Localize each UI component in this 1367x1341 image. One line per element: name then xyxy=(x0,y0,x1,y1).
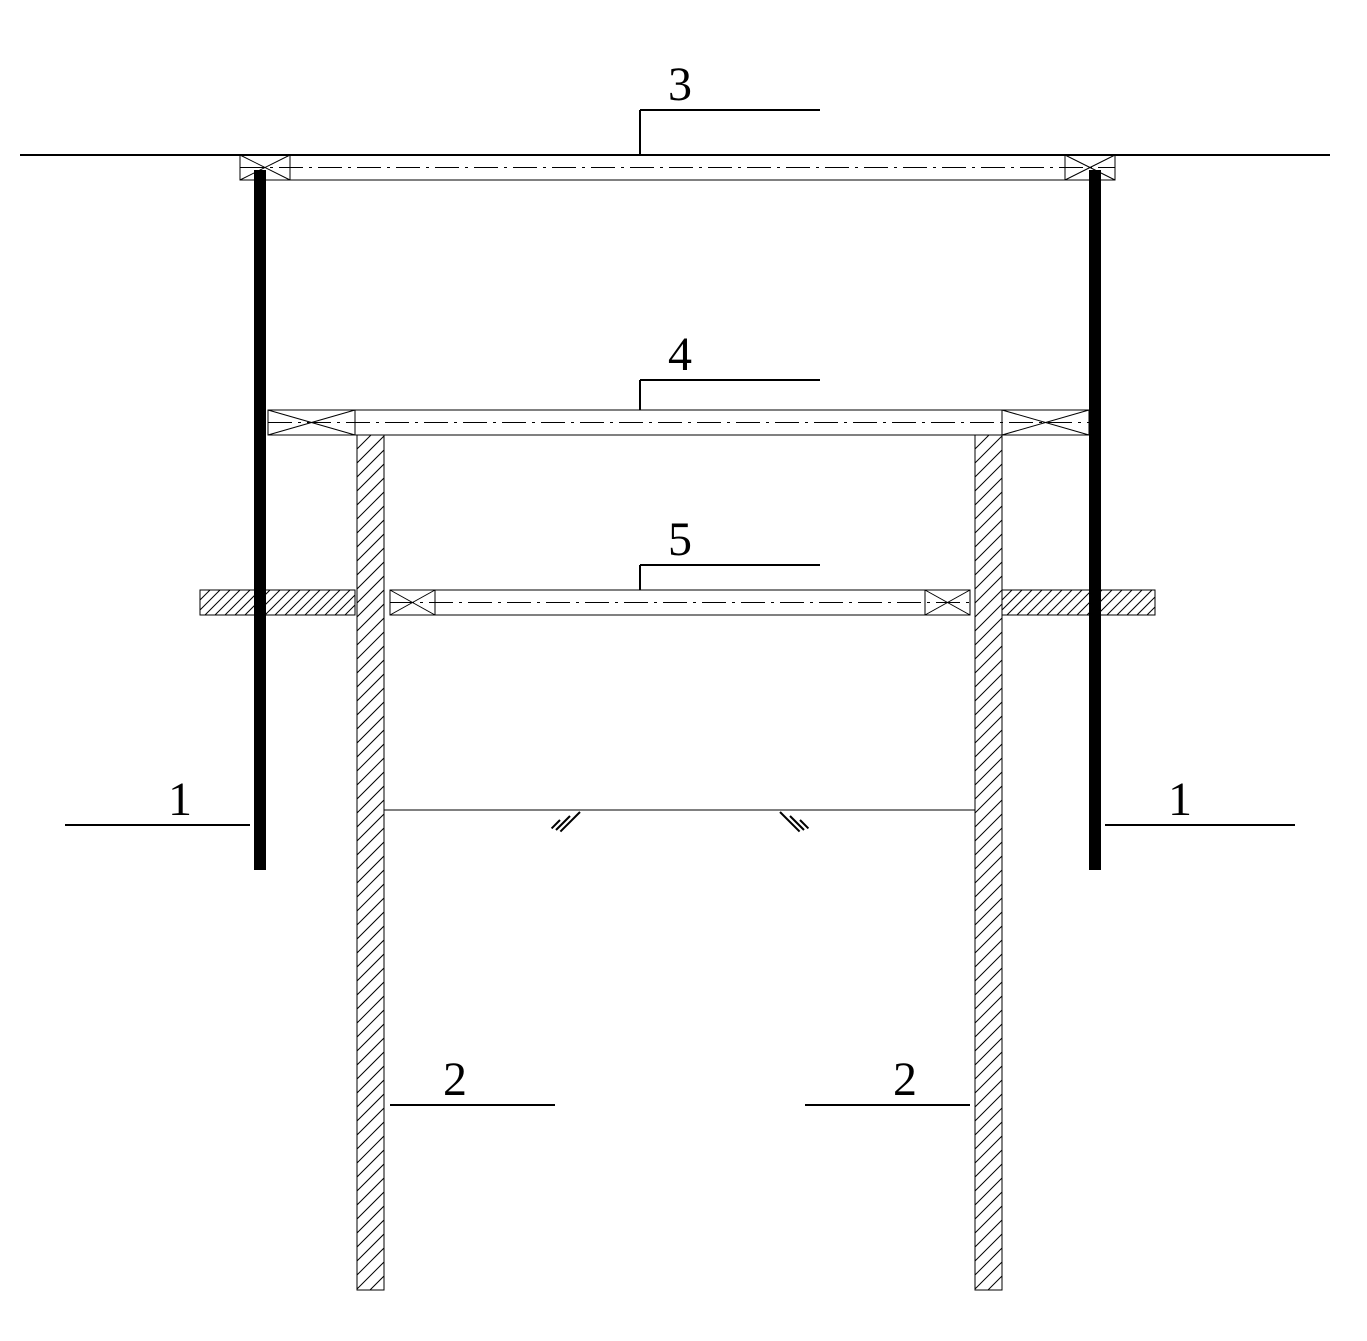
label-1_left-text: 1 xyxy=(168,773,192,826)
waler-right-hatch xyxy=(1002,590,1155,615)
strut-4 xyxy=(268,410,1089,435)
label-1_left: 1 xyxy=(65,773,250,826)
label-3: 3 xyxy=(640,58,820,155)
label-2_left-text: 2 xyxy=(443,1053,467,1106)
excavation-symbol xyxy=(552,812,580,832)
label-1_right-text: 1 xyxy=(1168,773,1192,826)
label-1_right: 1 xyxy=(1105,773,1295,826)
inner-pile-left-hatch xyxy=(357,435,384,1290)
inner-pile-right-hatch xyxy=(975,435,1002,1290)
label-4: 4 xyxy=(640,328,820,410)
label-2_left: 2 xyxy=(390,1053,555,1106)
label-4-text: 4 xyxy=(668,328,692,381)
excavation-symbol xyxy=(780,812,808,832)
inner-pile-right xyxy=(975,435,1002,1290)
waler-left-hatch xyxy=(200,590,355,615)
strut-5 xyxy=(390,590,970,615)
outer-pile-right xyxy=(1089,170,1101,870)
label-3-text: 3 xyxy=(668,58,692,111)
inner-pile-left xyxy=(357,435,384,1290)
label-2_right: 2 xyxy=(805,1053,970,1106)
outer-pile-left xyxy=(254,170,266,870)
label-5: 5 xyxy=(640,513,820,590)
label-2_right-text: 2 xyxy=(893,1053,917,1106)
label-5-text: 5 xyxy=(668,513,692,566)
strut-3 xyxy=(240,155,1115,180)
